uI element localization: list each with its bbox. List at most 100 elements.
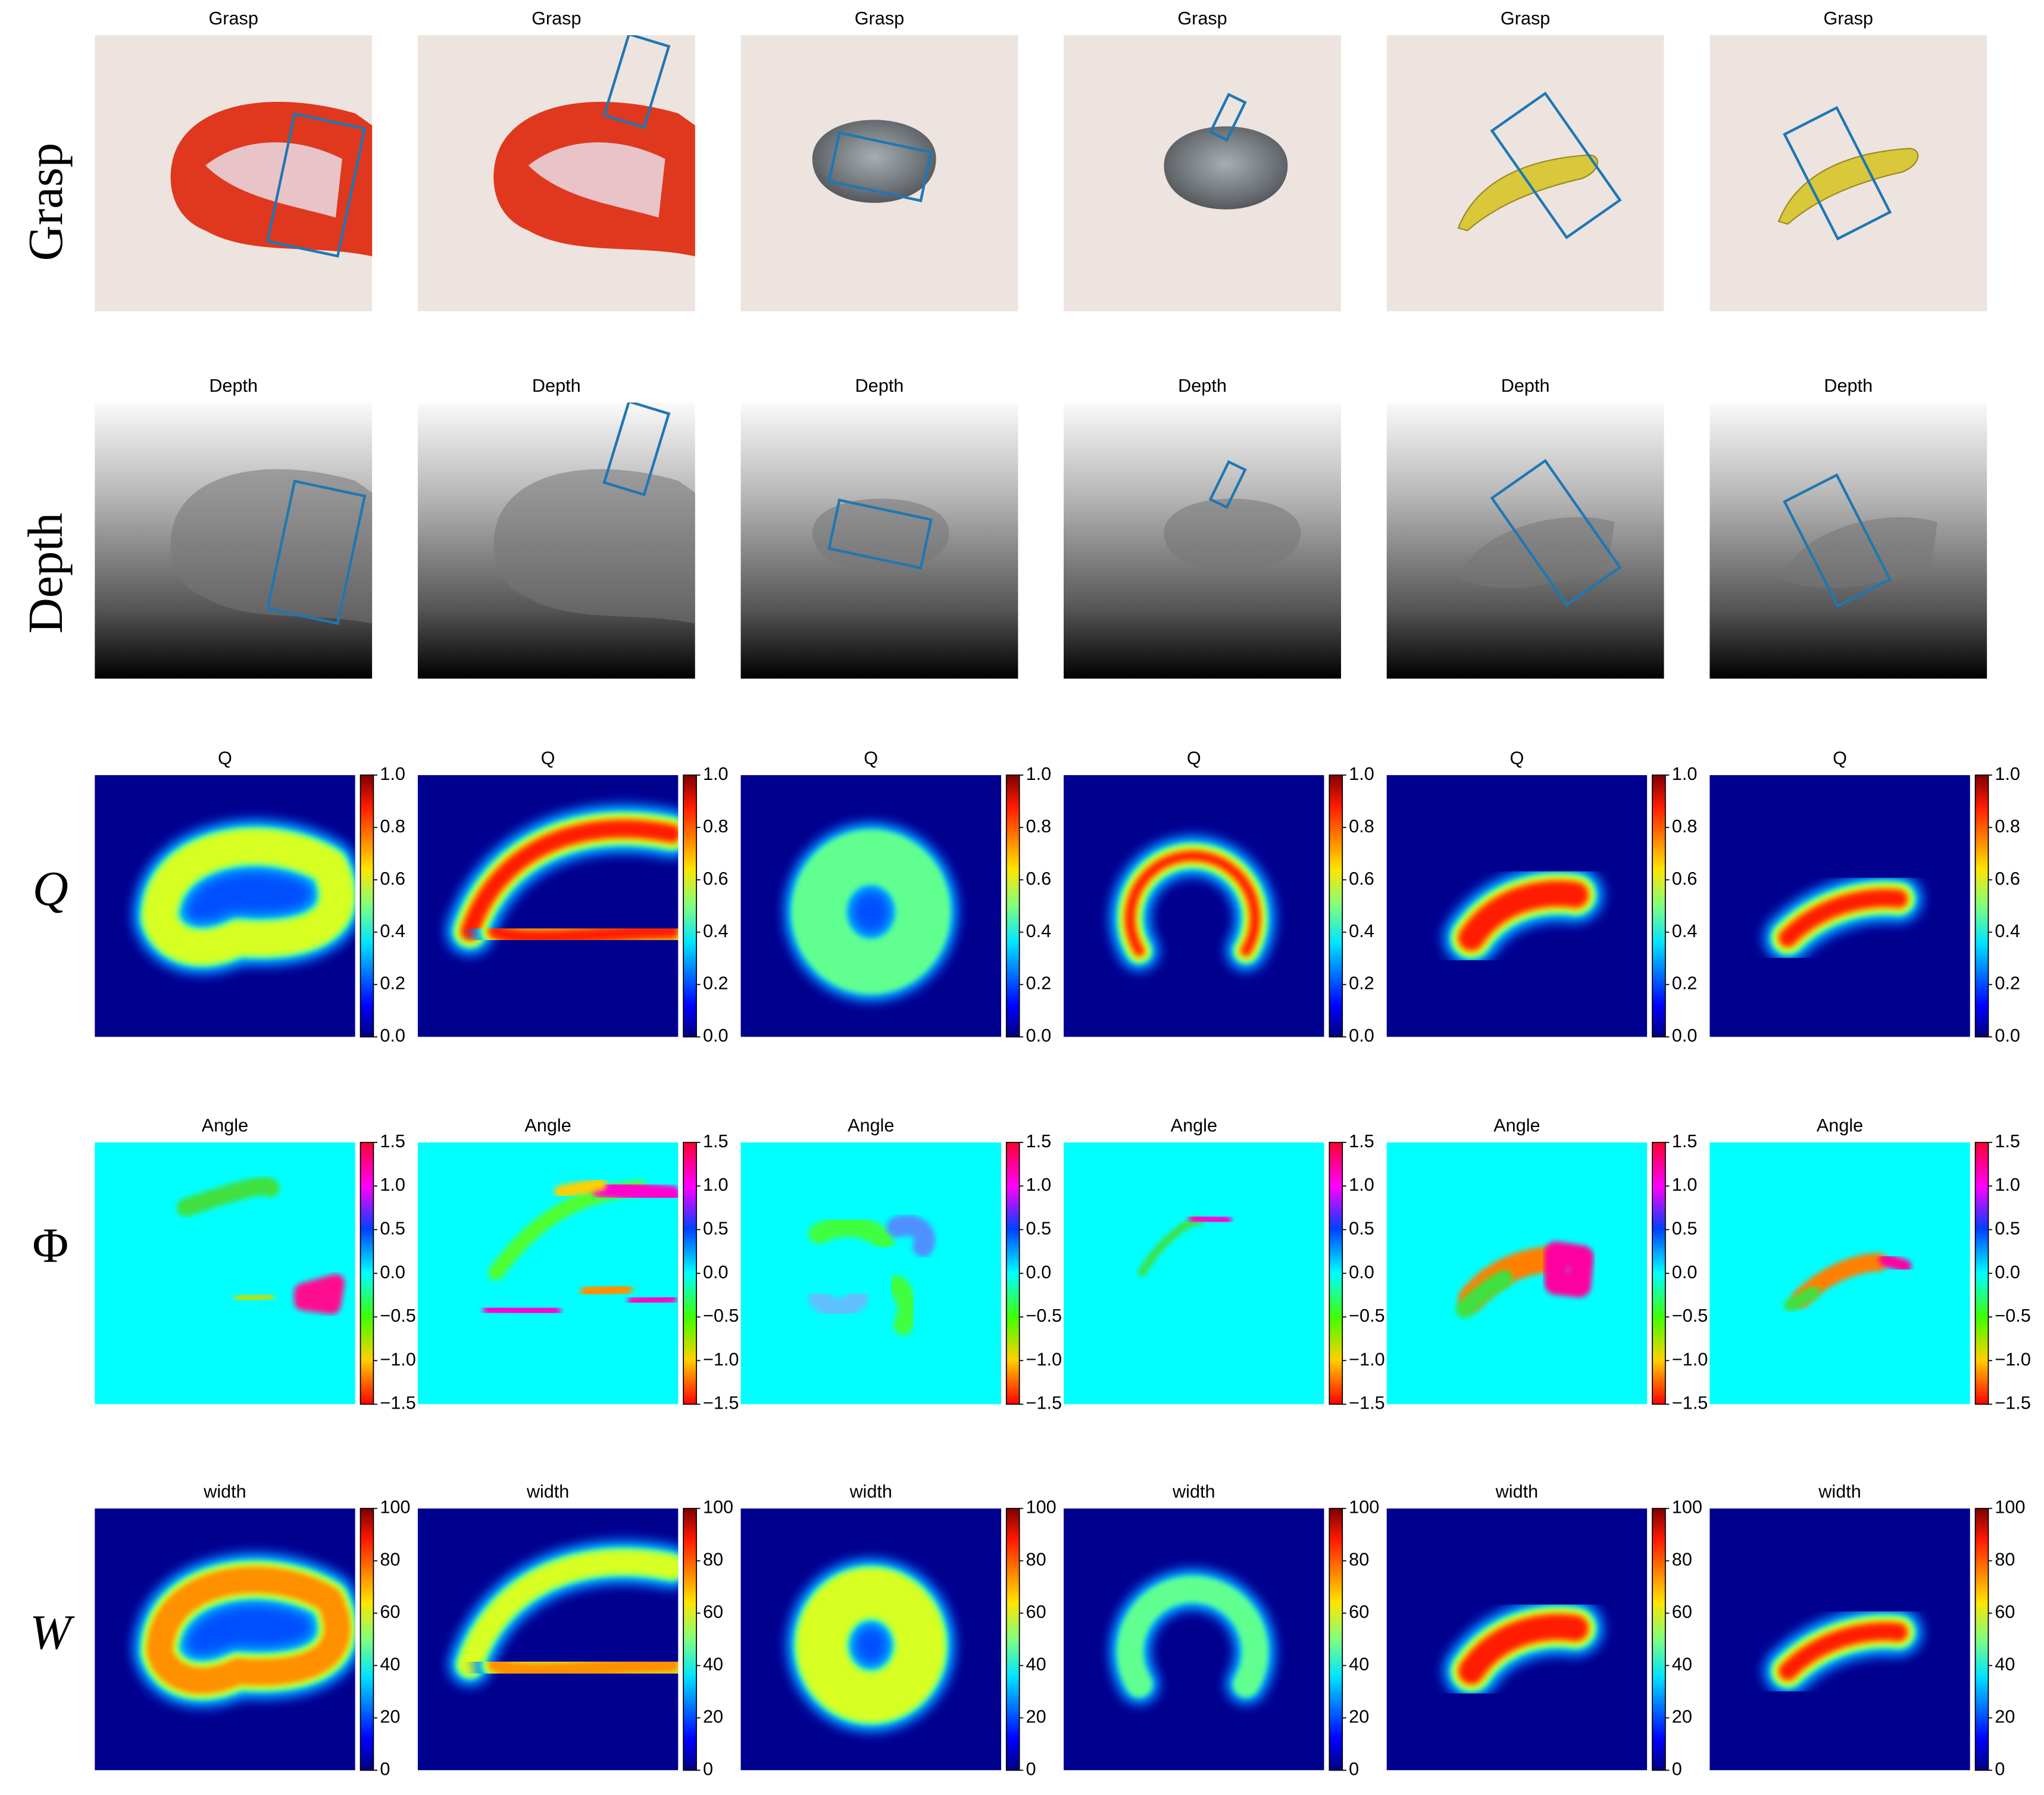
colorbar-tick-label: 40 bbox=[703, 1654, 723, 1675]
panel-content bbox=[1386, 35, 1664, 311]
panel bbox=[1386, 775, 1648, 1037]
panel bbox=[1709, 1508, 1970, 1771]
colorbar bbox=[1005, 1507, 1020, 1771]
colorbar-tick-label: 0.0 bbox=[703, 1026, 729, 1046]
colorbar-tick-label: 0.2 bbox=[1349, 973, 1374, 994]
panel-title: Depth bbox=[209, 376, 258, 396]
heat-layer bbox=[791, 829, 951, 994]
colorbar-tick-label: 0.5 bbox=[703, 1219, 729, 1239]
panel-title: Grasp bbox=[1501, 8, 1550, 29]
colorbar-tick-label: 0.0 bbox=[1672, 1026, 1698, 1046]
panel-title: Q bbox=[541, 748, 555, 769]
angle-blob bbox=[886, 1275, 918, 1335]
panel bbox=[95, 775, 355, 1037]
grasp-rect bbox=[1208, 460, 1247, 510]
colorbar bbox=[1652, 1507, 1666, 1771]
panel bbox=[417, 35, 695, 311]
colorbar-tick-label: −1.0 bbox=[1349, 1349, 1384, 1369]
colorbar bbox=[1974, 1507, 1989, 1771]
grasp-rect bbox=[602, 402, 671, 497]
colorbar-tick-label: 1.0 bbox=[1672, 1175, 1698, 1195]
colorbar-tick-label: 100 bbox=[1672, 1497, 1702, 1518]
colorbar bbox=[1005, 1141, 1020, 1405]
colorbar-tick-label: −1.0 bbox=[1672, 1349, 1708, 1369]
panel-content bbox=[95, 35, 373, 311]
grasp-rect bbox=[1490, 91, 1622, 239]
panel-content bbox=[417, 35, 695, 311]
colorbar bbox=[1005, 774, 1020, 1038]
colorbar-tick-label: 1.0 bbox=[1995, 764, 2020, 784]
colorbar-tick-label: 40 bbox=[1672, 1654, 1692, 1675]
panel bbox=[1386, 35, 1664, 311]
banana bbox=[1457, 154, 1598, 232]
colorbar-tick-label: 1.5 bbox=[1026, 1131, 1052, 1151]
panel-title: Grasp bbox=[1177, 8, 1227, 29]
colorbar-tick-label: 80 bbox=[1995, 1550, 2015, 1570]
colorbar-tick-label: 100 bbox=[380, 1497, 410, 1518]
grasp-rect bbox=[602, 35, 671, 129]
colorbar-tick-label: −0.5 bbox=[380, 1306, 415, 1326]
colorbar-tick-label: 100 bbox=[1349, 1497, 1379, 1518]
colorbar-tick-label: 1.5 bbox=[1349, 1131, 1374, 1151]
colorbar-tick-label: 0 bbox=[1349, 1759, 1359, 1780]
panel-title: Grasp bbox=[208, 8, 258, 29]
heat-layer bbox=[1117, 1576, 1268, 1697]
colorbar-tick-label: 60 bbox=[1672, 1602, 1692, 1622]
heat-layer bbox=[490, 925, 678, 943]
colorbar-tick-label: 0 bbox=[1026, 1759, 1036, 1780]
panel bbox=[740, 1142, 1001, 1404]
panel-content bbox=[1709, 35, 1987, 311]
colorbar-tick-label: 1.0 bbox=[1026, 1175, 1052, 1195]
colorbar-tick-label: 80 bbox=[703, 1550, 723, 1570]
panel-content bbox=[95, 402, 373, 679]
colorbar-tick-label: 0.4 bbox=[1672, 921, 1698, 941]
panel-content bbox=[1386, 775, 1648, 1037]
angle-blob bbox=[1455, 1270, 1513, 1319]
colorbar-tick-label: 1.5 bbox=[703, 1131, 729, 1151]
angle-blob bbox=[177, 1177, 280, 1217]
colorbar bbox=[1974, 774, 1989, 1038]
grasp-rect bbox=[827, 498, 933, 570]
colorbar bbox=[360, 774, 374, 1038]
panel-title: Angle bbox=[848, 1116, 894, 1136]
colorbar-tick-label: 0.4 bbox=[703, 921, 729, 941]
colorbar-tick-label: 0.8 bbox=[1672, 816, 1698, 836]
colorbar-tick-label: −1.5 bbox=[380, 1393, 415, 1413]
panel-title: Depth bbox=[1178, 376, 1227, 396]
colorbar-tick-label: 0.0 bbox=[380, 1262, 405, 1282]
colorbar-tick-label: 0.2 bbox=[703, 973, 729, 994]
heatmap-bg bbox=[95, 1142, 355, 1404]
panel bbox=[95, 1142, 355, 1404]
heat-layer bbox=[143, 830, 354, 964]
colorbar-tick-label: −0.5 bbox=[703, 1306, 739, 1326]
colorbar-tick-label: −1.5 bbox=[1672, 1393, 1708, 1413]
colorbar-tick-label: 0.5 bbox=[1672, 1219, 1698, 1239]
panel-content bbox=[1709, 1508, 1970, 1771]
panel-content bbox=[740, 1508, 1001, 1771]
colorbar-tick-label: −1.0 bbox=[1995, 1349, 2030, 1369]
colorbar-tick-label: 80 bbox=[380, 1550, 400, 1570]
heat-layer bbox=[487, 1657, 679, 1679]
grasp-rect bbox=[1208, 92, 1247, 142]
panel-content bbox=[740, 35, 1018, 311]
colorbar-tick-label: 40 bbox=[1349, 1654, 1369, 1675]
grasp-rect bbox=[265, 479, 367, 625]
colorbar-tick-label: 0.2 bbox=[380, 973, 405, 994]
colorbar-tick-label: 0.0 bbox=[1026, 1026, 1052, 1046]
colorbar-tick-label: 0.8 bbox=[1026, 816, 1052, 836]
colorbar-tick-label: 1.5 bbox=[1672, 1131, 1698, 1151]
colorbar-tick-label: −1.0 bbox=[380, 1349, 415, 1369]
panel-title: Depth bbox=[532, 376, 581, 396]
colorbar bbox=[1652, 1141, 1666, 1405]
colorbar-tick-label: 40 bbox=[1995, 1654, 2015, 1675]
colorbar-tick-label: −1.0 bbox=[1026, 1349, 1062, 1369]
colorbar-tick-label: −1.5 bbox=[703, 1393, 739, 1413]
panel-content bbox=[95, 1508, 355, 1771]
colorbar-tick-label: 1.5 bbox=[1995, 1131, 2020, 1151]
colorbar-tick-label: 0 bbox=[380, 1759, 390, 1780]
panel bbox=[417, 402, 695, 679]
colorbar-tick-label: 40 bbox=[1026, 1654, 1046, 1675]
heat-layer bbox=[797, 1569, 945, 1722]
